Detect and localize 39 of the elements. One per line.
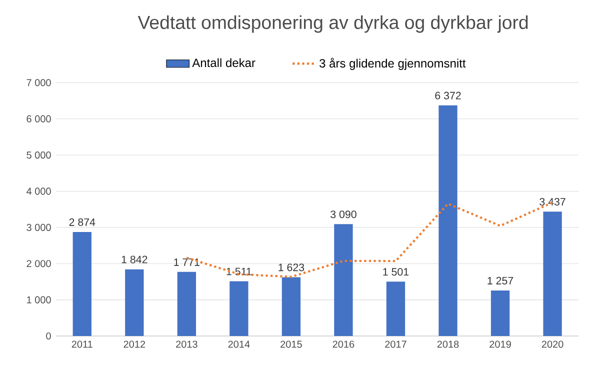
bar [438,105,458,336]
y-tick-label: 2 000 [26,260,51,268]
x-tick-label: 2016 [332,340,354,348]
x-tick-label: 2014 [228,340,250,348]
data-label: 1 623 [278,264,304,272]
data-label: 1 501 [383,268,409,276]
y-tick-label: 3 000 [26,224,51,231]
bar [125,269,144,336]
data-label: 1 842 [122,256,148,264]
x-tick-label: 2011 [72,340,92,348]
y-tick-label: 0 [46,332,51,340]
x-tick-label: 2015 [280,340,302,348]
y-tick-label: 1 000 [27,296,51,304]
y-tick-label: 5 000 [26,152,51,159]
bar [230,281,248,336]
data-label: 1 257 [488,276,514,284]
legend-label: 3 års glidende gjennomsnitt [320,58,466,70]
bar [543,212,562,336]
bar [334,224,353,336]
x-tick-label: 2012 [124,340,146,348]
chart-title: Vedtatt omdisponering av dyrka og dyrkbar jord [138,15,528,33]
x-tick-label: 2017 [385,340,406,348]
bar [490,290,510,336]
x-tick-label: 2019 [490,340,511,348]
x-tick-label: 2020 [542,340,564,348]
bar [282,277,301,336]
y-tick-label: 7 000 [26,79,51,86]
data-label: 2 874 [69,218,96,226]
y-tick-label: 4 000 [26,188,51,195]
x-tick-label: 2013 [176,340,198,348]
y-tick-label: 6 000 [26,115,51,122]
bar [72,232,92,336]
bar [177,272,196,336]
data-label: 3 090 [330,210,356,218]
legend-label: Antall dekar [192,58,256,68]
data-label: 6 372 [435,92,461,100]
data-label: 3 437 [540,198,566,206]
x-tick-label: 2018 [437,340,459,348]
bar [386,282,406,336]
